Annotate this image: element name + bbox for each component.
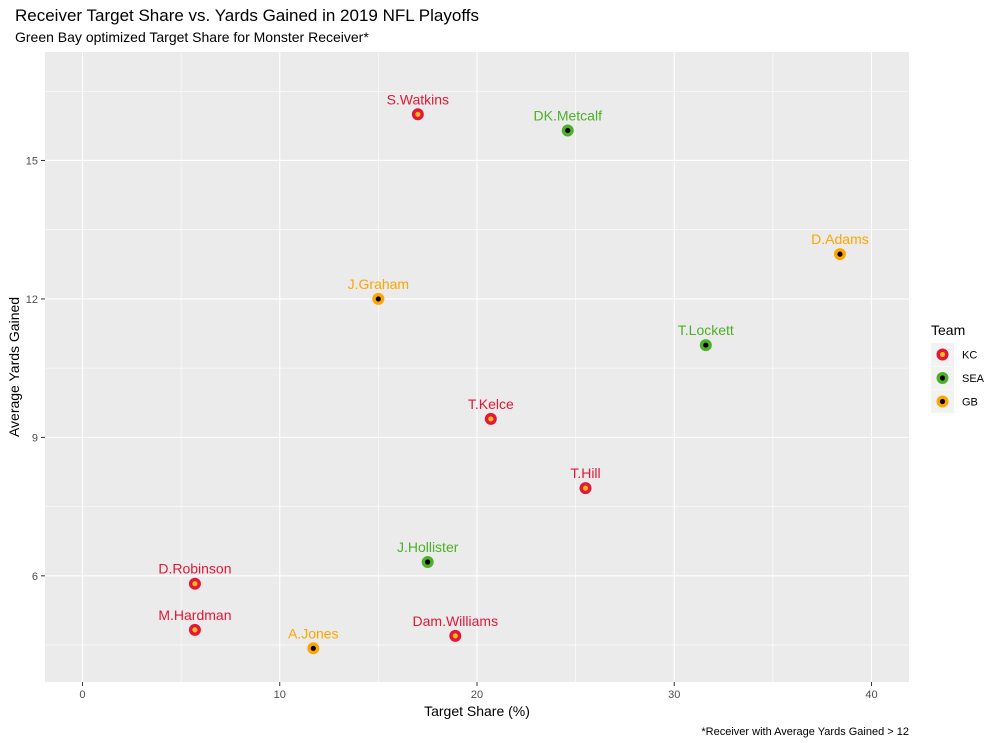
data-point-center (425, 559, 431, 565)
y-tick-label: 15 (26, 155, 38, 167)
y-tick-label: 12 (26, 294, 38, 306)
data-point-center (703, 342, 709, 348)
point-label: DK.Metcalf (534, 107, 603, 123)
data-point-center (415, 111, 421, 117)
legend-title: Team (931, 322, 965, 338)
point-label: M.Hardman (158, 607, 231, 623)
legend-point-center (939, 375, 946, 381)
x-tick-label: 30 (668, 689, 680, 701)
axis-ticks: 0 10 20 30 40 6 9 12 15 (26, 155, 878, 701)
data-point-center (452, 633, 458, 639)
point-label: T.Kelce (468, 396, 514, 412)
point-label: A.Jones (288, 625, 339, 641)
legend-point-center (939, 351, 946, 358)
legend-point-center (939, 398, 946, 405)
y-tick-label: 9 (32, 432, 38, 444)
point-label: J.Hollister (397, 539, 459, 555)
grid-lines (45, 52, 909, 682)
y-axis-title: Average Yards Gained (6, 297, 22, 437)
point-label: T.Lockett (678, 322, 734, 338)
point-label: J.Graham (348, 276, 409, 292)
data-point-center (582, 485, 589, 491)
point-label: D.Adams (811, 231, 869, 247)
data-point-center (565, 127, 571, 134)
data-point-center (192, 581, 198, 587)
chart-subtitle: Green Bay optimized Target Share for Mon… (15, 29, 369, 45)
data-point-center (375, 296, 381, 302)
data-point-center (837, 251, 843, 257)
legend: Team KC SEA GB (931, 322, 985, 413)
x-tick-label: 0 (79, 689, 85, 701)
x-tick-label: 10 (274, 689, 286, 701)
legend-label: GB (962, 397, 978, 409)
legend-label: SEA (962, 373, 985, 385)
data-point-center (192, 627, 198, 633)
point-label: S.Watkins (387, 91, 450, 107)
x-tick-label: 20 (471, 689, 483, 701)
chart-title: Receiver Target Share vs. Yards Gained i… (15, 6, 479, 25)
x-tick-label: 40 (865, 689, 877, 701)
x-axis-title: Target Share (%) (424, 703, 530, 719)
point-label: D.Robinson (158, 561, 231, 577)
data-points (188, 108, 846, 655)
point-labels: S.Watkins DK.Metcalf D.Adams J.Graham T.Lock… (158, 91, 868, 641)
y-tick-label: 6 (32, 571, 38, 583)
data-point-center (488, 416, 494, 422)
legend-label: KC (962, 350, 977, 362)
chart-caption: *Receiver with Average Yards Gained > 12 (701, 726, 909, 738)
point-label: T.Hill (570, 465, 600, 481)
point-label: Dam.Williams (413, 613, 499, 629)
data-point-center (310, 645, 316, 651)
